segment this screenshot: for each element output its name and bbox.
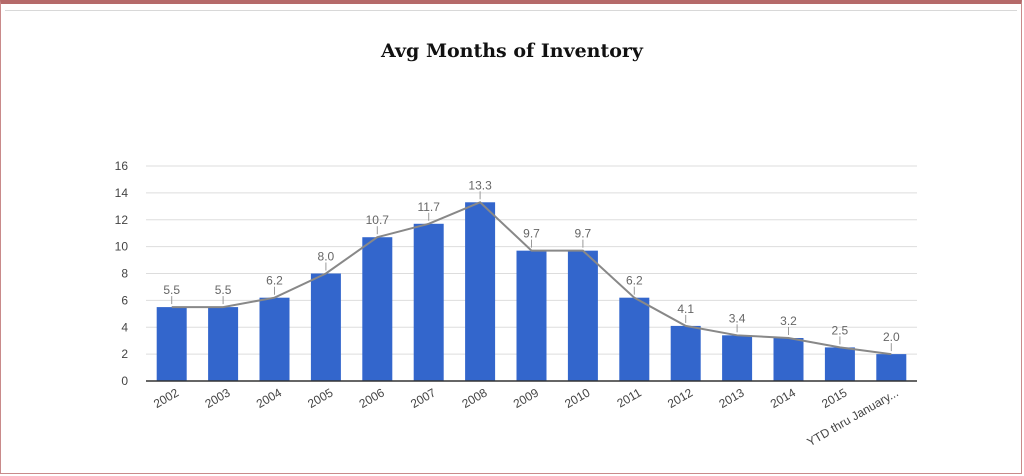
data-label: 6.2 [266, 274, 283, 288]
x-tick-label: 2002 [151, 385, 181, 411]
y-tick-label: 0 [121, 374, 128, 388]
x-tick-label: 2009 [511, 385, 541, 411]
y-tick-label: 10 [115, 240, 129, 254]
bar [362, 237, 393, 381]
x-tick-label: 2014 [768, 385, 798, 411]
y-tick-label: 2 [121, 347, 128, 361]
y-tick-label: 4 [121, 320, 128, 334]
chart-title: Avg Months of Inventory [381, 40, 643, 62]
x-tick-label: 2003 [202, 385, 232, 411]
y-tick-label: 14 [115, 186, 129, 200]
y-tick-label: 6 [121, 293, 128, 307]
bar [465, 202, 496, 381]
data-label: 9.7 [523, 227, 540, 241]
y-tick-label: 8 [121, 267, 128, 281]
data-label: 3.4 [729, 311, 746, 325]
bar [208, 307, 239, 381]
data-label: 4.1 [677, 302, 694, 316]
bar [876, 354, 907, 381]
x-tick-label: 2015 [819, 385, 849, 411]
data-label: 5.5 [163, 283, 180, 297]
bar [516, 250, 547, 381]
bar [413, 223, 444, 381]
x-tick-label: 2012 [665, 385, 695, 411]
data-label: 5.5 [215, 283, 232, 297]
bar [310, 273, 341, 381]
y-tick-label: 12 [115, 213, 129, 227]
x-tick-label: YTD thru January... [804, 385, 900, 449]
x-tick-label: 2004 [254, 385, 284, 411]
y-tick-label: 16 [115, 159, 129, 173]
bar [619, 297, 650, 381]
data-label: 13.3 [468, 178, 492, 192]
x-tick-label: 2010 [562, 385, 592, 411]
data-label: 2.5 [832, 323, 849, 337]
data-label: 2.0 [883, 330, 900, 344]
bar [156, 307, 187, 381]
bar [567, 250, 598, 381]
x-tick-label: 2013 [716, 385, 746, 411]
data-label: 11.7 [417, 200, 440, 214]
x-tick-label: 2011 [614, 385, 644, 410]
frame-divider [5, 10, 1017, 11]
bar [670, 325, 701, 381]
x-tick-label: 2008 [459, 385, 489, 411]
bar [259, 297, 290, 381]
data-label: 9.7 [575, 227, 592, 241]
x-tick-label: 2005 [305, 385, 335, 411]
bar [773, 338, 804, 381]
trend-line [171, 201, 892, 356]
bar [722, 335, 753, 381]
data-label: 10.7 [366, 213, 390, 227]
data-label: 8.0 [318, 250, 335, 264]
x-tick-label: 2007 [408, 385, 438, 411]
data-label: 6.2 [626, 274, 643, 288]
x-tick-label: 2006 [357, 385, 387, 411]
data-label: 3.2 [780, 314, 797, 328]
bar [824, 347, 855, 381]
